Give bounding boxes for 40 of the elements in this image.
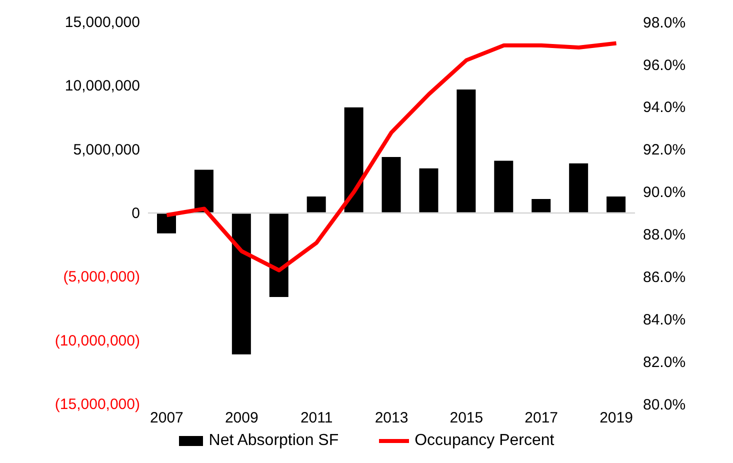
y-tick-label: 10,000,000 xyxy=(64,78,140,95)
bar xyxy=(456,89,476,213)
y-tick-label: 0 xyxy=(132,205,140,222)
bar xyxy=(419,168,438,213)
bar xyxy=(232,213,251,354)
bar xyxy=(157,213,176,234)
y2-tick-label: 84.0% xyxy=(643,311,686,328)
x-tick-label: 2017 xyxy=(524,410,558,427)
line-series xyxy=(164,41,618,272)
y2-tick-label: 94.0% xyxy=(643,99,686,116)
bar xyxy=(269,213,288,298)
y-tick-label: (15,000,000) xyxy=(54,396,140,413)
y2-tick-label: 82.0% xyxy=(643,354,686,371)
bar xyxy=(344,107,364,213)
bar xyxy=(532,198,551,213)
bar xyxy=(606,196,626,213)
legend-label: Occupancy Percent xyxy=(414,432,554,450)
y-tick-label: (10,000,000) xyxy=(54,332,140,350)
bar xyxy=(382,156,401,213)
bar xyxy=(569,163,588,213)
y2-tick-label: 88.0% xyxy=(643,226,686,244)
legend-label: Net Absorption SF xyxy=(208,432,339,450)
x-tick-label: 2007 xyxy=(150,410,184,427)
y-tick-label: (5,000,000) xyxy=(63,268,140,286)
y2-tick-label: 96.0% xyxy=(643,56,686,74)
y2-tick-label: 86.0% xyxy=(643,268,686,286)
y2-tick-label: 92.0% xyxy=(643,142,686,159)
x-tick-label: 2013 xyxy=(374,410,408,427)
bar xyxy=(194,170,214,213)
x-tick-label: 2009 xyxy=(224,410,258,427)
x-tick-label: 2019 xyxy=(600,410,633,427)
y-tick-label: 15,000,000 xyxy=(64,14,140,31)
y2-tick-label: 98.0% xyxy=(643,14,686,32)
y-tick-label: 5,000,000 xyxy=(73,141,140,158)
x-tick-label: 2015 xyxy=(450,410,484,427)
y2-tick-label: 80.0% xyxy=(643,396,686,414)
bar xyxy=(494,160,514,213)
bar xyxy=(306,196,326,213)
y2-tick-label: 90.0% xyxy=(643,184,686,202)
x-tick-label: 2011 xyxy=(300,410,333,427)
